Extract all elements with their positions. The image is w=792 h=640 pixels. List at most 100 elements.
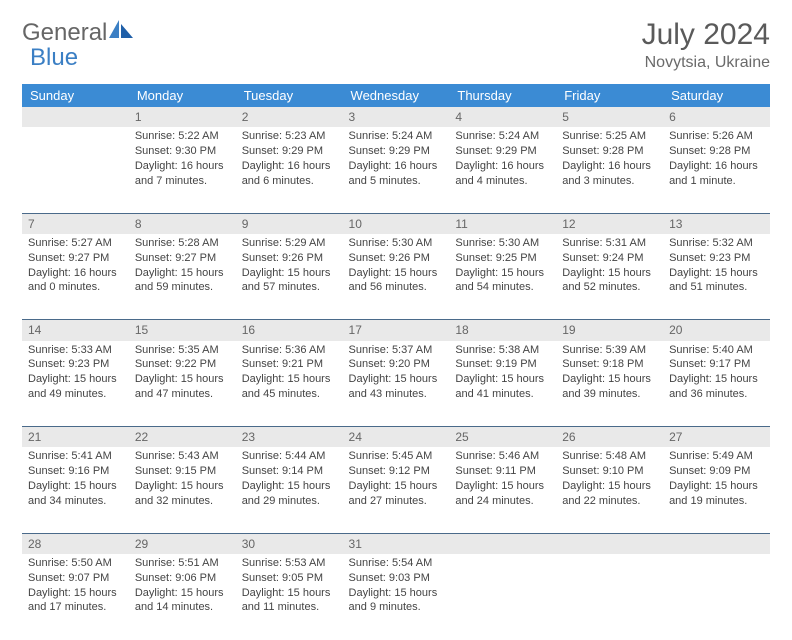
day-detail-cell: [556, 554, 663, 640]
sunset-text: Sunset: 9:28 PM: [562, 144, 657, 159]
dl1-text: Daylight: 15 hours: [242, 479, 337, 494]
sunrise-text: Sunrise: 5:33 AM: [28, 343, 123, 358]
sunset-text: Sunset: 9:06 PM: [135, 571, 230, 586]
day-detail-cell: Sunrise: 5:30 AMSunset: 9:25 PMDaylight:…: [449, 234, 556, 320]
day-number-cell: 1: [129, 107, 236, 127]
sunrise-text: Sunrise: 5:54 AM: [349, 556, 444, 571]
dl1-text: Daylight: 15 hours: [455, 479, 550, 494]
dl2-text: and 36 minutes.: [669, 387, 764, 402]
day-number-cell: 9: [236, 213, 343, 234]
dl2-text: and 56 minutes.: [349, 280, 444, 295]
dl1-text: Daylight: 16 hours: [455, 159, 550, 174]
day-number-cell: 13: [663, 213, 770, 234]
sunset-text: Sunset: 9:19 PM: [455, 357, 550, 372]
sunrise-text: Sunrise: 5:43 AM: [135, 449, 230, 464]
dl1-text: Daylight: 15 hours: [242, 586, 337, 601]
sunset-text: Sunset: 9:14 PM: [242, 464, 337, 479]
day-detail-row: Sunrise: 5:27 AMSunset: 9:27 PMDaylight:…: [22, 234, 770, 320]
sunrise-text: Sunrise: 5:28 AM: [135, 236, 230, 251]
day-detail-cell: Sunrise: 5:36 AMSunset: 9:21 PMDaylight:…: [236, 341, 343, 427]
sunrise-text: Sunrise: 5:31 AM: [562, 236, 657, 251]
dl2-text: and 49 minutes.: [28, 387, 123, 402]
sunrise-text: Sunrise: 5:30 AM: [455, 236, 550, 251]
day-detail-cell: Sunrise: 5:29 AMSunset: 9:26 PMDaylight:…: [236, 234, 343, 320]
day-number-cell: 7: [22, 213, 129, 234]
sunset-text: Sunset: 9:27 PM: [135, 251, 230, 266]
sunrise-text: Sunrise: 5:48 AM: [562, 449, 657, 464]
day-number-cell: 5: [556, 107, 663, 127]
sunrise-text: Sunrise: 5:38 AM: [455, 343, 550, 358]
dl1-text: Daylight: 15 hours: [669, 266, 764, 281]
day-number-cell: 30: [236, 533, 343, 554]
weekday-header: Saturday: [663, 84, 770, 107]
day-detail-cell: Sunrise: 5:37 AMSunset: 9:20 PMDaylight:…: [343, 341, 450, 427]
dl2-text: and 3 minutes.: [562, 174, 657, 189]
day-detail-cell: Sunrise: 5:53 AMSunset: 9:05 PMDaylight:…: [236, 554, 343, 640]
sunrise-text: Sunrise: 5:36 AM: [242, 343, 337, 358]
day-number-cell: 2: [236, 107, 343, 127]
sunset-text: Sunset: 9:16 PM: [28, 464, 123, 479]
sunset-text: Sunset: 9:26 PM: [349, 251, 444, 266]
dl1-text: Daylight: 16 hours: [28, 266, 123, 281]
dl1-text: Daylight: 16 hours: [135, 159, 230, 174]
day-number-cell: 18: [449, 320, 556, 341]
dl2-text: and 51 minutes.: [669, 280, 764, 295]
day-detail-cell: Sunrise: 5:28 AMSunset: 9:27 PMDaylight:…: [129, 234, 236, 320]
day-number-cell: 24: [343, 427, 450, 448]
day-number-cell: 11: [449, 213, 556, 234]
weekday-header: Wednesday: [343, 84, 450, 107]
weekday-header: Sunday: [22, 84, 129, 107]
dl2-text: and 14 minutes.: [135, 600, 230, 615]
sunrise-text: Sunrise: 5:44 AM: [242, 449, 337, 464]
day-detail-cell: Sunrise: 5:44 AMSunset: 9:14 PMDaylight:…: [236, 447, 343, 533]
day-number-row: 78910111213: [22, 213, 770, 234]
day-number-cell: 19: [556, 320, 663, 341]
day-detail-cell: Sunrise: 5:33 AMSunset: 9:23 PMDaylight:…: [22, 341, 129, 427]
sunrise-text: Sunrise: 5:51 AM: [135, 556, 230, 571]
dl1-text: Daylight: 15 hours: [242, 266, 337, 281]
dl2-text: and 47 minutes.: [135, 387, 230, 402]
day-number-row: 123456: [22, 107, 770, 127]
day-detail-cell: Sunrise: 5:50 AMSunset: 9:07 PMDaylight:…: [22, 554, 129, 640]
day-number-cell: 23: [236, 427, 343, 448]
dl1-text: Daylight: 15 hours: [135, 266, 230, 281]
day-number-cell: 4: [449, 107, 556, 127]
day-detail-cell: Sunrise: 5:32 AMSunset: 9:23 PMDaylight:…: [663, 234, 770, 320]
dl2-text: and 24 minutes.: [455, 494, 550, 509]
sunset-text: Sunset: 9:07 PM: [28, 571, 123, 586]
day-detail-cell: Sunrise: 5:35 AMSunset: 9:22 PMDaylight:…: [129, 341, 236, 427]
calendar-table: SundayMondayTuesdayWednesdayThursdayFrid…: [22, 84, 770, 640]
sunrise-text: Sunrise: 5:41 AM: [28, 449, 123, 464]
weekday-header: Tuesday: [236, 84, 343, 107]
sunset-text: Sunset: 9:29 PM: [455, 144, 550, 159]
dl2-text: and 5 minutes.: [349, 174, 444, 189]
logo-sail-icon: [109, 18, 137, 47]
day-detail-cell: Sunrise: 5:49 AMSunset: 9:09 PMDaylight:…: [663, 447, 770, 533]
dl1-text: Daylight: 15 hours: [349, 266, 444, 281]
dl2-text: and 45 minutes.: [242, 387, 337, 402]
sunset-text: Sunset: 9:27 PM: [28, 251, 123, 266]
sunrise-text: Sunrise: 5:29 AM: [242, 236, 337, 251]
day-detail-row: Sunrise: 5:41 AMSunset: 9:16 PM Daylight:…: [22, 447, 770, 533]
sunrise-text: Sunrise: 5:22 AM: [135, 129, 230, 144]
day-detail-cell: [449, 554, 556, 640]
header: General July 2024 Novytsia, Ukraine: [22, 18, 770, 72]
dl2-text: and 29 minutes.: [242, 494, 337, 509]
day-number-cell: 29: [129, 533, 236, 554]
sunset-text: Sunset: 9:11 PM: [455, 464, 550, 479]
sunrise-text: Sunrise: 5:40 AM: [669, 343, 764, 358]
day-detail-cell: Sunrise: 5:54 AMSunset: 9:03 PMDaylight:…: [343, 554, 450, 640]
dl1-text: Daylight: 15 hours: [135, 586, 230, 601]
location-label: Novytsia, Ukraine: [642, 54, 770, 72]
dl2-text: and 43 minutes.: [349, 387, 444, 402]
day-detail-cell: Sunrise: 5:26 AMSunset: 9:28 PMDaylight:…: [663, 127, 770, 213]
dl2-text: and 32 minutes.: [135, 494, 230, 509]
weekday-header: Thursday: [449, 84, 556, 107]
calendar-header-row: SundayMondayTuesdayWednesdayThursdayFrid…: [22, 84, 770, 107]
sunset-text: Sunset: 9:21 PM: [242, 357, 337, 372]
sunrise-text: Sunrise: 5:30 AM: [349, 236, 444, 251]
day-detail-cell: Sunrise: 5:41 AMSunset: 9:16 PMDaylight:…: [22, 447, 129, 533]
dl2-text: and 17 minutes.: [28, 600, 123, 615]
day-detail-cell: Sunrise: 5:25 AMSunset: 9:28 PMDaylight:…: [556, 127, 663, 213]
sunset-text: Sunset: 9:23 PM: [28, 357, 123, 372]
